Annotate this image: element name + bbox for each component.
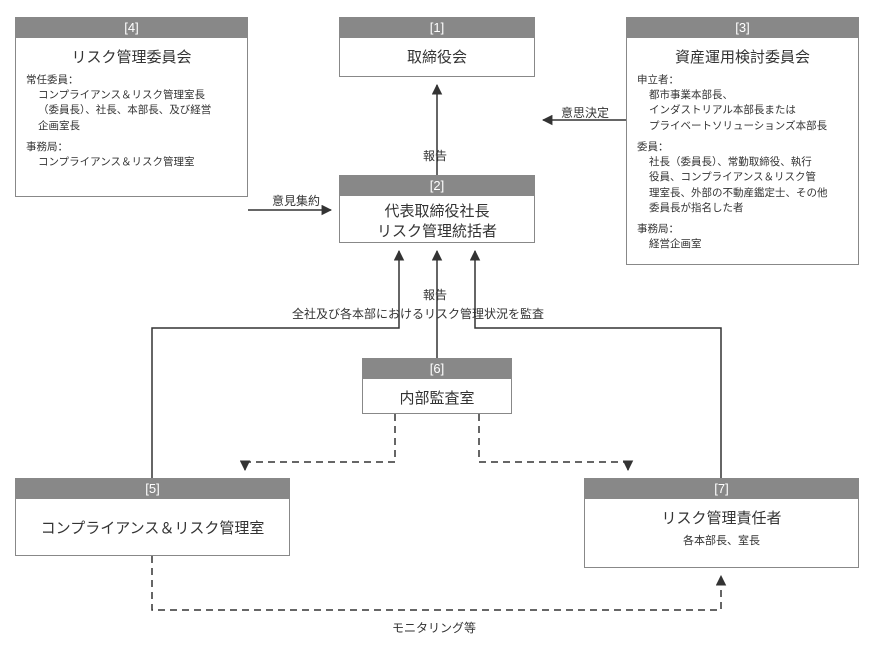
body-label: 申立者： xyxy=(637,74,679,86)
node-risk-management-officers: [7] リスク管理責任者 各本部長、室長 xyxy=(584,478,859,568)
body-line: （委員長）、社長、本部長、及び経営 xyxy=(26,103,237,118)
node-compliance-risk-office: [5] コンプライアンス＆リスク管理室 xyxy=(15,478,290,556)
body-label: 事務局： xyxy=(637,223,679,235)
body-line: 役員、コンプライアンス＆リスク管 xyxy=(637,170,848,185)
node-tag: [5] xyxy=(16,479,289,499)
node-title: リスク管理責任者 xyxy=(585,499,858,532)
edge-label-opinion: 意見集約 xyxy=(272,192,320,209)
node-title: 取締役会 xyxy=(340,38,534,71)
node-title: 内部監査室 xyxy=(363,379,511,412)
body-line: インダストリアル本部長または xyxy=(637,103,848,118)
body-line: 都市事業本部長、 xyxy=(637,88,848,103)
node-body: 申立者： 都市事業本部長、 インダストリアル本部長または プライベートソリューシ… xyxy=(627,71,858,260)
edge-label-decision: 意思決定 xyxy=(561,104,609,121)
edge-label-report-1: 報告 xyxy=(423,147,447,164)
body-line: 企画室長 xyxy=(26,119,237,134)
body-line: 理室長、外部の不動産鑑定士、その他 xyxy=(637,186,848,201)
body-label: 常任委員： xyxy=(26,74,79,86)
node-body: 常任委員： コンプライアンス＆リスク管理室長 （委員長）、社長、本部長、及び経営… xyxy=(16,71,247,178)
body-line: 社長（委員長）、常勤取締役、執行 xyxy=(637,155,848,170)
body-line: プライベートソリューションズ本部長 xyxy=(637,119,848,134)
body-label: 委員： xyxy=(637,141,669,153)
node-title: 代表取締役社長 リスク管理統括者 xyxy=(340,196,534,249)
title-line1: 代表取締役社長 xyxy=(384,203,489,220)
body-label: 事務局： xyxy=(26,141,68,153)
node-tag: [6] xyxy=(363,359,511,379)
edge-label-report-2: 報告 xyxy=(423,286,447,303)
body-line: 委員長が指名した者 xyxy=(637,201,848,216)
node-risk-management-committee: [4] リスク管理委員会 常任委員： コンプライアンス＆リスク管理室長 （委員長… xyxy=(15,17,248,197)
node-title: リスク管理委員会 xyxy=(16,38,247,71)
node-internal-audit-office: [6] 内部監査室 xyxy=(362,358,512,414)
edge-label-audit: 全社及び各本部におけるリスク管理状況を監査 xyxy=(292,305,544,322)
node-tag: [7] xyxy=(585,479,858,499)
node-subtitle: 各本部長、室長 xyxy=(585,532,858,554)
node-title: 資産運用検討委員会 xyxy=(627,38,858,71)
node-asset-management-committee: [3] 資産運用検討委員会 申立者： 都市事業本部長、 インダストリアル本部長ま… xyxy=(626,17,859,265)
node-tag: [2] xyxy=(340,176,534,196)
node-president-risk-officer: [2] 代表取締役社長 リスク管理統括者 xyxy=(339,175,535,243)
node-tag: [1] xyxy=(340,18,534,38)
node-title: コンプライアンス＆リスク管理室 xyxy=(16,499,289,542)
body-line: コンプライアンス＆リスク管理室 xyxy=(26,155,237,170)
node-tag: [3] xyxy=(627,18,858,38)
title-line2: リスク管理統括者 xyxy=(377,223,497,240)
edge-label-monitoring: モニタリング等 xyxy=(392,619,476,636)
body-line: 経営企画室 xyxy=(637,237,848,252)
body-line: コンプライアンス＆リスク管理室長 xyxy=(26,88,237,103)
node-tag: [4] xyxy=(16,18,247,38)
node-board-of-directors: [1] 取締役会 xyxy=(339,17,535,77)
